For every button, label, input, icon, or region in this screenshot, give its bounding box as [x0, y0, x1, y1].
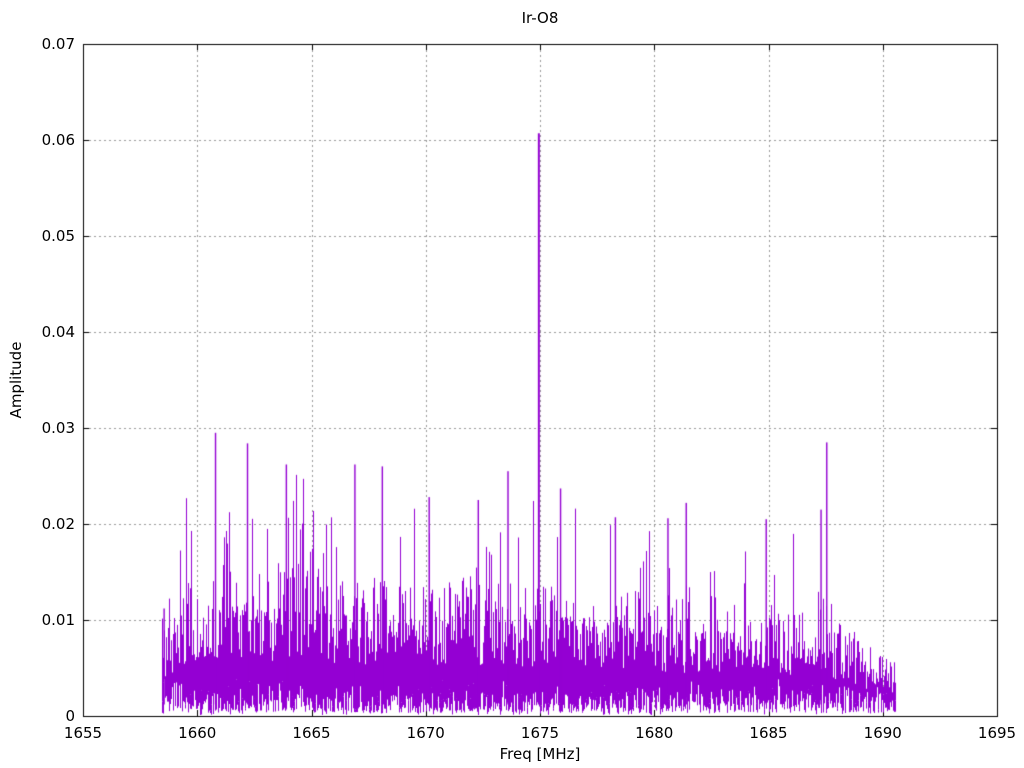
- y-tick-label: 0.07: [41, 35, 75, 53]
- x-axis-label: Freq [MHz]: [499, 745, 581, 763]
- y-tick-label: 0.06: [41, 131, 75, 149]
- chart-title: Ir-O8: [521, 9, 559, 27]
- y-tick-label: 0.04: [41, 323, 75, 341]
- x-tick-label: 1660: [178, 724, 217, 742]
- x-tick-label: 1675: [520, 724, 560, 742]
- y-tick-label: 0.01: [41, 611, 75, 629]
- x-tick-label: 1685: [749, 724, 788, 742]
- x-tick-label: 1695: [977, 724, 1017, 742]
- x-tick-label: 1670: [406, 724, 445, 742]
- x-tick-label: 1680: [635, 724, 674, 742]
- x-tick-label: 1690: [863, 724, 902, 742]
- y-tick-label: 0.03: [41, 419, 75, 437]
- x-tick-label: 1665: [292, 724, 331, 742]
- y-tick-label: 0.05: [41, 227, 75, 245]
- x-tick-label: 1655: [63, 724, 103, 742]
- y-tick-label: 0: [65, 707, 75, 725]
- y-tick-label: 0.02: [41, 515, 75, 533]
